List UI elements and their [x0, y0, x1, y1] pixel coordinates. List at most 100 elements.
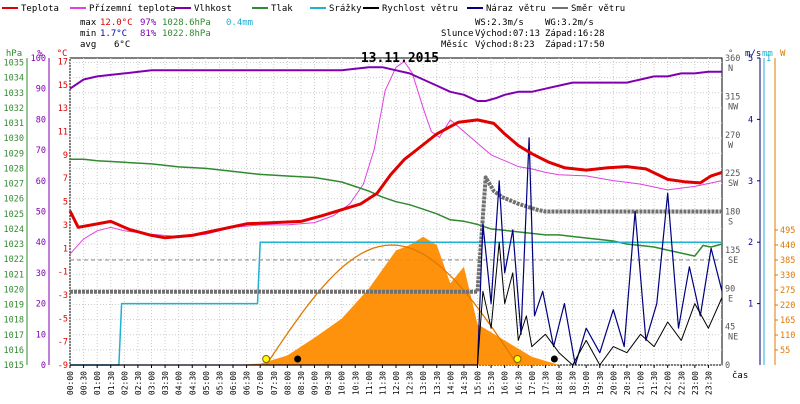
hpa-tick: 1033 [4, 89, 24, 99]
ms-axis-label: m/s [745, 49, 761, 59]
moon-set: Západ:17:50 [545, 40, 605, 50]
deg-tick: 180 [725, 208, 740, 218]
series-vlhkost [69, 66, 722, 102]
celsius-tick: 11 [58, 128, 68, 138]
x-tick: 08:00 [283, 371, 292, 395]
celsius-tick: -7 [58, 338, 68, 348]
celsius-tick: 13 [58, 104, 68, 114]
w-tick: 440 [780, 241, 795, 251]
wind-gust-info: WG:3.2m/s [545, 18, 594, 28]
stats-max-temp: 12.0°C [100, 18, 133, 28]
solar-area [70, 236, 722, 366]
sun-set: Západ:16:28 [545, 29, 605, 39]
mm-tick: 1 [766, 54, 771, 64]
hpa-tick: 1031 [4, 119, 24, 129]
legend-label: Náraz větru [486, 4, 546, 14]
x-tick: 02:30 [134, 371, 143, 395]
deg-tick: 0 [725, 361, 730, 371]
celsius-tick: 3 [63, 221, 68, 231]
mm-axis-label: mm [762, 49, 773, 59]
pct-tick: 40 [36, 238, 46, 248]
legend-label: Tlak [271, 4, 293, 14]
celsius-tick: 15 [58, 81, 68, 91]
series-smer [70, 175, 722, 294]
stats-max-hum: 97% [140, 18, 157, 28]
x-tick: 13:00 [419, 371, 428, 395]
solar-radiation-area [70, 236, 722, 365]
hpa-tick: 1027 [4, 180, 24, 190]
celsius-tick: 1 [63, 244, 68, 254]
legend-label: Přízemní teplota [89, 4, 176, 14]
x-tick: 21:00 [637, 371, 646, 395]
w-tick: 275 [780, 286, 795, 296]
pct-tick: 0 [41, 361, 46, 371]
dir-tick: NE [728, 333, 738, 343]
deg-tick: 90 [725, 284, 735, 294]
moonrise-marker [294, 355, 302, 363]
w-tick: 55 [780, 346, 790, 356]
series-rychlost [70, 241, 723, 366]
celsius-tick: 7 [63, 174, 68, 184]
dir-tick: N [728, 64, 733, 74]
x-tick: 17:30 [541, 371, 550, 395]
w-tick: 220 [780, 301, 795, 311]
x-tick: 18:30 [569, 371, 578, 395]
deg-tick: 225 [725, 169, 740, 179]
dir-tick: E [728, 294, 733, 304]
x-tick: 07:00 [256, 371, 265, 395]
hpa-tick: 1029 [4, 149, 24, 159]
pct-tick: 30 [36, 269, 46, 279]
pct-axis-label: % [37, 49, 43, 59]
dir-tick: S [728, 218, 733, 228]
deg-tick: 45 [725, 323, 735, 333]
series-tlak [70, 158, 723, 257]
hpa-tick: 1032 [4, 104, 24, 114]
legend-label: Směr větru [571, 4, 625, 14]
hpa-tick: 1017 [4, 331, 24, 341]
celsius-tick: -9 [58, 361, 68, 371]
hpa-tick: 1018 [4, 316, 24, 326]
x-tick: 04:30 [188, 371, 197, 395]
dir-tick: NW [728, 102, 739, 112]
ms-tick: 3 [748, 177, 753, 187]
hpa-tick: 1015 [4, 361, 24, 371]
dir-tick: W [728, 141, 734, 151]
x-tick: 16:00 [501, 371, 510, 395]
stats-avg-temp: 6°C [114, 40, 130, 50]
x-tick: 07:30 [270, 371, 279, 395]
pct-tick: 60 [36, 177, 46, 187]
x-tick: 09:00 [311, 371, 320, 395]
x-axis-label: čas [732, 370, 748, 381]
celsius-axis-label: °C [57, 49, 68, 59]
x-tick: 05:00 [202, 371, 211, 395]
hpa-tick: 1020 [4, 285, 24, 295]
x-tick: 06:30 [243, 371, 252, 395]
legend-label: Srážky [329, 4, 362, 14]
x-tick: 00:00 [66, 371, 75, 395]
axes: 1035103410331032103110301029102810271026… [4, 49, 796, 395]
x-tick: 03:30 [161, 371, 170, 395]
x-tick: 21:30 [650, 371, 659, 395]
w-tick: 110 [780, 331, 795, 341]
hpa-tick: 1035 [4, 59, 24, 69]
sun-rise: Východ:07:13 [475, 29, 540, 39]
deg-tick: 360 [725, 54, 740, 64]
x-tick: 11:00 [365, 371, 374, 395]
hpa-tick: 1021 [4, 270, 24, 280]
pct-tick: 90 [36, 85, 46, 95]
celsius-tick: -5 [58, 314, 68, 324]
pct-tick: 100 [31, 54, 46, 64]
pct-tick: 50 [36, 208, 46, 218]
x-tick: 09:30 [324, 371, 333, 395]
hpa-tick: 1034 [4, 74, 24, 84]
x-tick: 14:30 [460, 371, 469, 395]
x-tick: 22:30 [677, 371, 686, 395]
celsius-tick: -1 [58, 268, 68, 278]
legend-label: Vlhkost [194, 4, 232, 14]
legend: Teplota Přízemní teplota Vlhkost Tlak Srážky… [2, 4, 625, 14]
x-tick: 20:30 [623, 371, 632, 395]
wind-speed-info: WS:2.3m/s [475, 18, 524, 28]
x-tick: 19:30 [596, 371, 605, 395]
deg-tick: 315 [725, 92, 740, 102]
